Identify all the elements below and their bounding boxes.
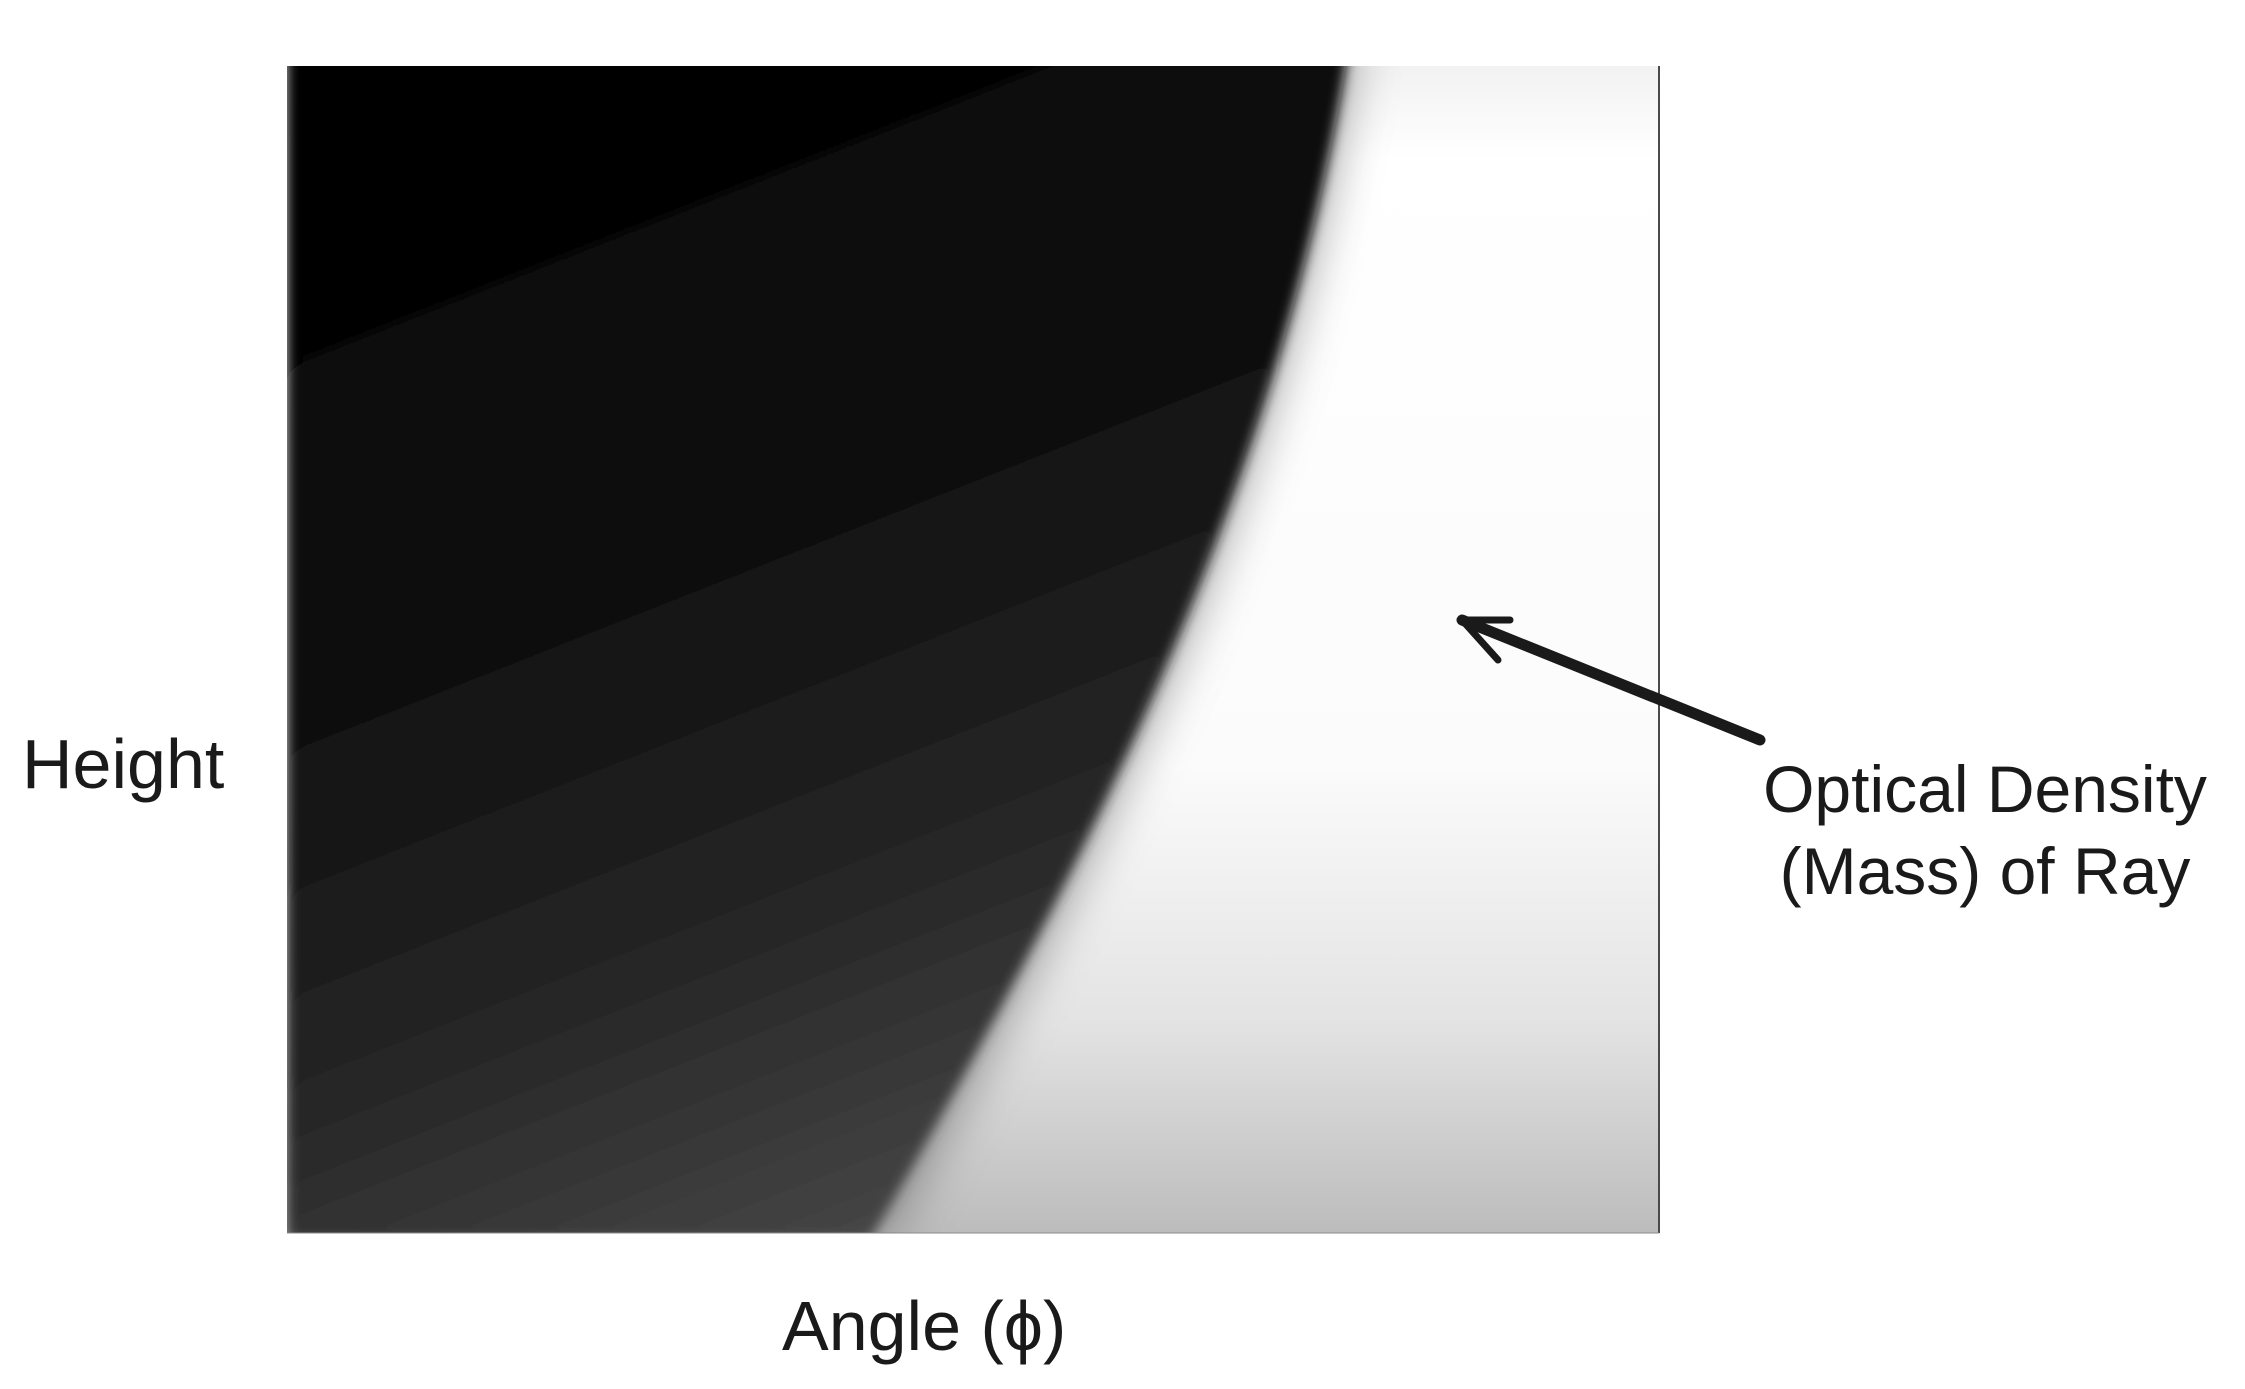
dark-region: [287, 66, 1346, 1233]
annotation-line-1: Optical Density: [1763, 752, 2207, 826]
x-axis-label: Angle (ϕ): [782, 1287, 1067, 1365]
annotation-line-2: (Mass) of Ray: [1779, 834, 2191, 908]
annotation-label: Optical Density (Mass) of Ray: [1740, 748, 2230, 912]
arrow-left-up-icon: [1456, 614, 1766, 746]
y-axis-label: Height: [22, 725, 225, 803]
